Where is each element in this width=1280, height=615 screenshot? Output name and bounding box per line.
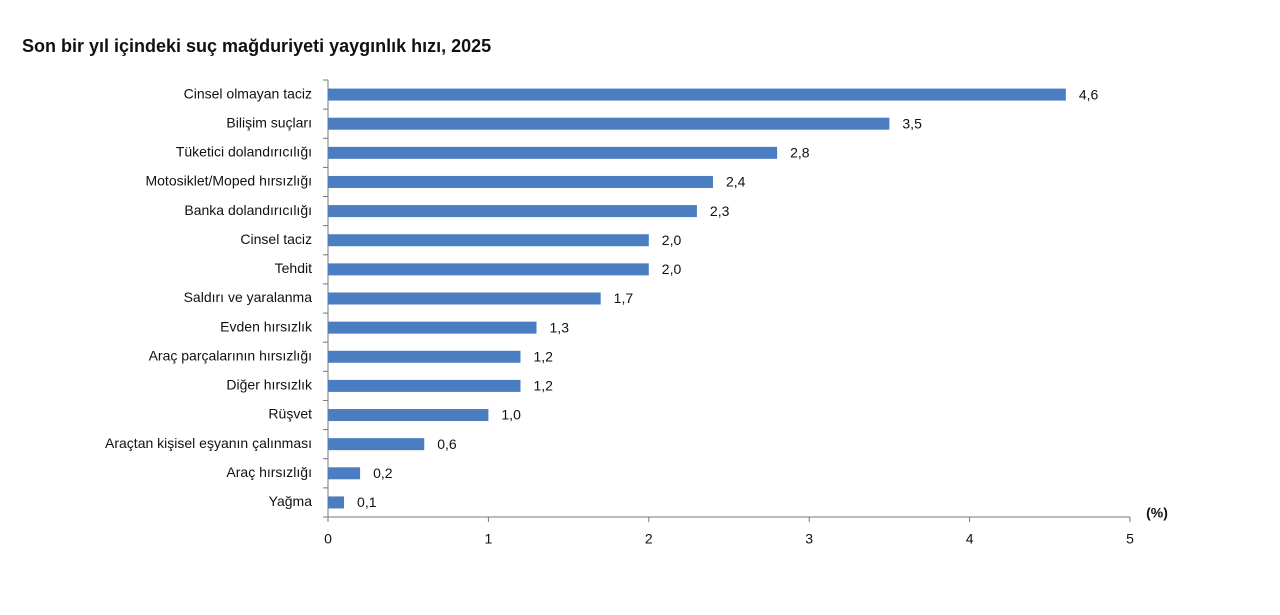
y-tick-label: Saldırı ve yaralanma [184,289,313,305]
value-label: 1,0 [501,407,521,423]
y-tick-label: Yağma [269,493,313,509]
x-tick-label: 5 [1126,531,1134,547]
bar [328,467,361,480]
x-tick-label: 4 [966,531,974,547]
x-axis-label: (%) [1146,505,1168,521]
bar [328,409,489,422]
value-label: 2,3 [710,203,730,219]
bar [328,438,425,451]
y-tick-label: Cinsel taciz [240,231,312,247]
x-tick-label: 0 [324,531,332,547]
y-tick-label: Banka dolandırıcılığı [184,202,312,218]
value-label: 4,6 [1079,86,1099,102]
value-label: 2,4 [726,174,746,190]
y-tick-label: Araçtan kişisel eşyanın çalınması [105,435,312,451]
y-tick-label: Araç parçalarının hırsızlığı [149,347,312,363]
bar [328,88,1066,101]
y-tick-label: Araç hırsızlığı [226,464,312,480]
chart-title: Son bir yıl içindeki suç mağduriyeti yay… [22,36,491,56]
y-tick-label: Cinsel olmayan taciz [184,85,312,101]
bar [328,175,713,188]
value-label: 3,5 [902,115,922,131]
bar [328,292,601,305]
x-tick-label: 3 [805,531,813,547]
value-label: 0,6 [437,436,457,452]
y-tick-label: Motosiklet/Moped hırsızlığı [145,173,312,189]
value-label: 2,8 [790,145,810,161]
x-tick-label: 1 [485,531,493,547]
y-tick-label: Tüketici dolandırıcılığı [176,144,312,160]
y-tick-label: Rüşvet [268,406,312,422]
value-label: 1,3 [550,319,570,335]
value-label: 1,2 [533,348,553,364]
y-tick-label: Diğer hırsızlık [226,377,313,393]
value-label: 2,0 [662,232,682,248]
value-label: 0,2 [373,465,393,481]
value-label: 0,1 [357,494,377,510]
bar [328,350,521,363]
bar [328,321,537,334]
value-label: 2,0 [662,261,682,277]
y-tick-label: Bilişim suçları [226,114,312,130]
value-label: 1,7 [614,290,634,306]
bar [328,263,649,276]
bar [328,234,649,247]
bar [328,496,345,509]
bar [328,205,697,218]
y-tick-label: Tehdit [275,260,312,276]
bar [328,379,521,392]
bar [328,146,778,159]
y-tick-label: Evden hırsızlık [220,318,313,334]
bar [328,117,890,130]
value-label: 1,2 [533,378,553,394]
x-tick-label: 2 [645,531,653,547]
